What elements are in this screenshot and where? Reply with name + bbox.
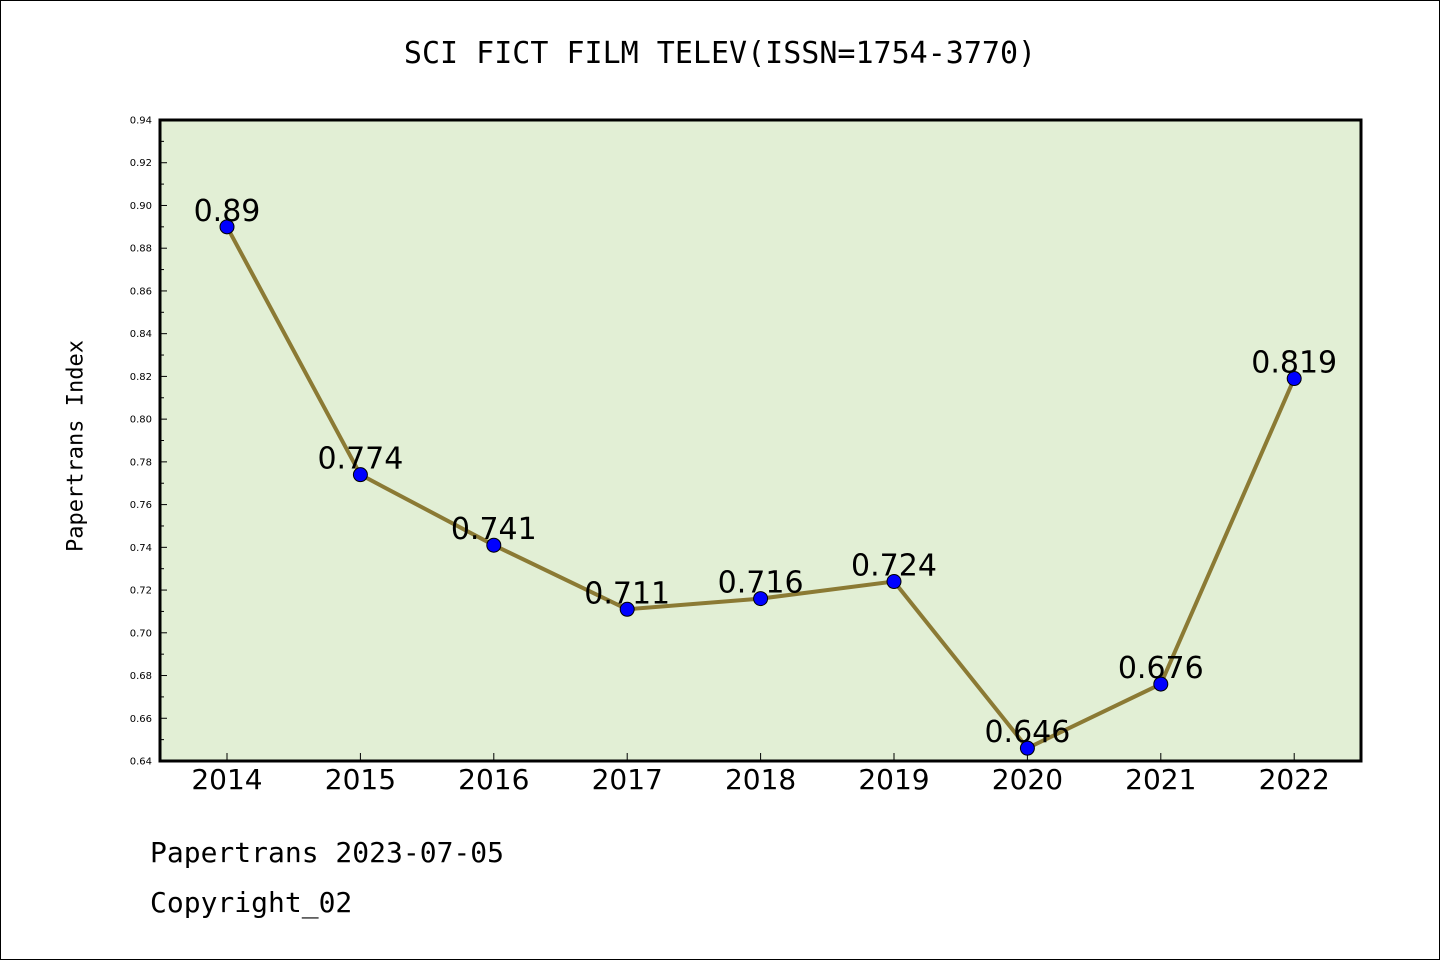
y-tick-label: 0.74 xyxy=(130,543,152,554)
data-label: 0.724 xyxy=(851,549,937,584)
x-axis-ticks: 2014 2015 2016 2017 2018 2019 2020 2021 2022 xyxy=(191,753,1330,796)
y-tick-label: 0.86 xyxy=(130,286,152,297)
x-tick-label: 2022 xyxy=(1259,763,1330,796)
y-tick-label: 0.76 xyxy=(130,500,152,511)
x-tick-label: 2017 xyxy=(592,763,663,796)
data-label: 0.89 xyxy=(194,194,261,229)
y-tick-label: 0.82 xyxy=(130,372,152,383)
data-markers xyxy=(219,219,1302,756)
x-tick-label: 2018 xyxy=(725,763,796,796)
chart-title: SCI FICT FILM TELEV(ISSN=1754-3770) xyxy=(403,36,1037,71)
y-tick-label: 0.66 xyxy=(130,714,152,725)
y-tick-label: 0.94 xyxy=(130,116,152,127)
y-tick-label: 0.70 xyxy=(130,628,152,639)
y-axis-ticks: 0.64 0.66 0.68 0.70 0.72 0.74 0.76 0.78 0.80 0.82… xyxy=(130,116,167,768)
x-tick-label: 2019 xyxy=(858,763,929,796)
y-tick-label: 0.78 xyxy=(130,457,152,468)
data-labels: 0.89 0.774 0.741 0.711 0.716 0.724 0.646 0.676 0… xyxy=(194,194,1338,750)
x-tick-label: 2016 xyxy=(458,763,529,796)
data-point xyxy=(1286,371,1302,387)
data-label: 0.819 xyxy=(1251,346,1337,381)
plot-area xyxy=(160,120,1361,761)
x-tick-label: 2015 xyxy=(325,763,396,796)
data-point xyxy=(753,591,769,607)
data-label: 0.676 xyxy=(1118,651,1204,686)
x-tick-label: 2014 xyxy=(191,763,262,796)
data-point xyxy=(486,537,502,553)
footer-date: Papertrans 2023-07-05 xyxy=(150,836,505,869)
data-label: 0.711 xyxy=(584,576,670,611)
x-tick-label: 2021 xyxy=(1125,763,1196,796)
data-label: 0.716 xyxy=(718,566,804,601)
y-tick-label: 0.84 xyxy=(130,329,152,340)
data-point xyxy=(1019,740,1035,756)
data-label: 0.741 xyxy=(451,512,537,547)
data-point xyxy=(352,467,368,483)
y-tick-label: 0.68 xyxy=(130,671,152,682)
y-tick-label: 0.80 xyxy=(130,415,152,426)
data-point xyxy=(886,574,902,590)
data-point xyxy=(619,601,635,617)
y-tick-label: 0.64 xyxy=(130,757,152,768)
x-tick-label: 2020 xyxy=(992,763,1063,796)
data-label: 0.774 xyxy=(317,442,403,477)
data-label: 0.646 xyxy=(984,715,1070,750)
y-tick-label: 0.92 xyxy=(130,158,152,169)
y-tick-label: 0.88 xyxy=(130,244,152,255)
footer-copyright: Copyright_02 xyxy=(150,886,353,919)
plot-border xyxy=(158,118,1363,763)
y-tick-label: 0.72 xyxy=(130,586,152,597)
y-tick-label: 0.90 xyxy=(130,201,152,212)
data-point xyxy=(1153,676,1169,692)
data-point xyxy=(219,219,235,235)
